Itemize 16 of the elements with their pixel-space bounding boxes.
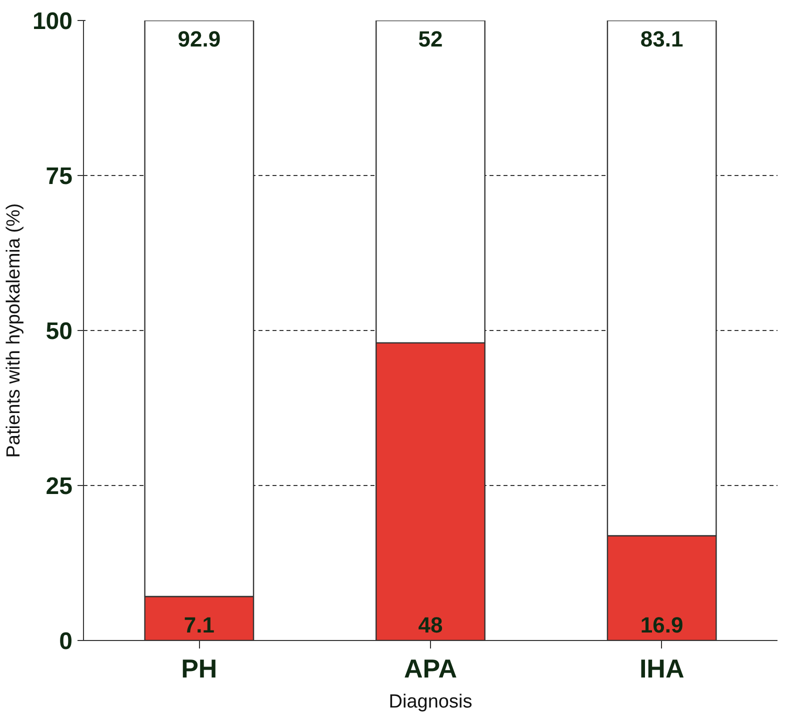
x-axis-title: Diagnosis [388,692,472,712]
x-tick-label: PH [181,654,218,684]
y-tick-label: 100 [32,8,73,35]
data-label: 48 [418,612,443,638]
data-label: 16.9 [640,612,684,638]
x-tick-label: IHA [639,654,684,684]
data-label: 83.1 [640,26,684,52]
data-label: 92.9 [178,26,221,52]
data-label: 52 [418,26,443,52]
data-label: 7.1 [184,612,214,638]
y-tick-label: 75 [46,163,73,190]
y-tick-label: 50 [46,318,73,345]
y-tick-label: 25 [46,473,73,500]
y-axis-title: Patients with hypokalemia (%) [3,203,24,458]
y-tick-label: 0 [59,628,73,655]
x-tick-label: APA [404,654,458,684]
